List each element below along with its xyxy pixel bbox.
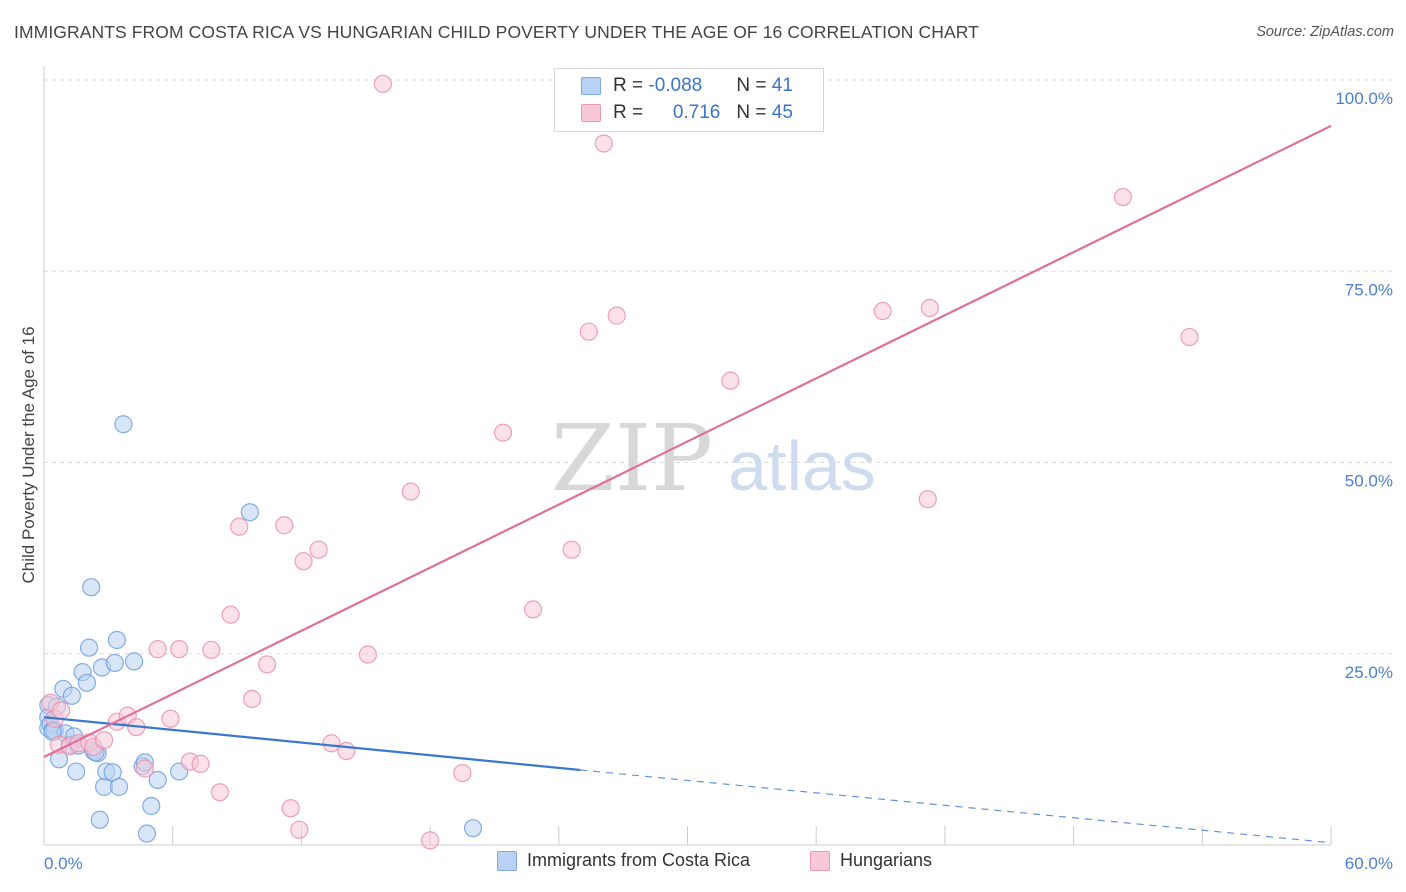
hungarians-point	[401, 482, 420, 501]
n-label: N =	[736, 102, 772, 123]
hungarians-point	[579, 322, 598, 341]
y-tick-label: 100.0%	[1335, 89, 1393, 108]
hungarians-point	[135, 759, 154, 778]
legend-swatch-blue	[581, 77, 601, 95]
costa-rica-point	[77, 673, 97, 692]
costa-rica-point	[90, 810, 109, 829]
costa-rica-point	[148, 770, 167, 790]
hungarians-point	[309, 540, 328, 559]
hungarians-point	[607, 306, 626, 325]
hungarians-point	[493, 423, 513, 442]
legend-label-costa-rica: Immigrants from Costa Rica	[527, 850, 751, 870]
legend-row-hungarians: R = 0.716 N = 45	[581, 100, 793, 126]
series-costa-rica-points	[39, 415, 483, 843]
trend-line-costa-rica	[43, 716, 581, 772]
legend-item-costa-rica[interactable]: Immigrants from Costa Rica	[497, 850, 750, 871]
chart-title: IMMIGRANTS FROM COSTA RICA VS HUNGARIAN …	[14, 22, 979, 42]
watermark: ZIP atlas	[551, 405, 876, 512]
hungarians-point	[523, 600, 543, 619]
hungarians-point	[275, 516, 294, 535]
hungarians-point	[257, 655, 277, 674]
hungarians-point	[873, 301, 892, 321]
hungarians-point	[202, 640, 221, 660]
y-tick-label: 25.0%	[1345, 663, 1393, 682]
hungarians-point	[594, 134, 613, 153]
hungarians-point	[290, 820, 309, 839]
legend-item-hungarians[interactable]: Hungarians	[810, 850, 932, 871]
n-label: N =	[736, 75, 772, 96]
costa-rica-point	[82, 578, 101, 597]
grid	[44, 79, 1392, 655]
legend-swatch-pink	[581, 104, 601, 122]
hungarians-point	[161, 709, 180, 728]
hungarians-point	[210, 783, 229, 802]
source-label: Source: ZipAtlas.com	[1256, 24, 1394, 40]
trend-lines	[43, 124, 1332, 844]
stats-legend: R = -0.088 N = 41 R = 0.716 N = 45	[554, 68, 824, 132]
hungarians-point	[918, 490, 937, 509]
hungarians-point	[453, 763, 472, 783]
legend-swatch-blue	[497, 850, 517, 871]
r-label: R =	[613, 75, 649, 96]
hungarians-point	[281, 799, 300, 818]
costa-rica-point	[79, 638, 99, 657]
n-value: 45	[771, 102, 793, 123]
series-legend: Immigrants from Costa Rica Hungarians	[0, 850, 1406, 878]
hungarians-point	[294, 552, 313, 571]
hungarians-point	[52, 701, 71, 720]
x-tick-label: 60.0%	[1345, 854, 1393, 873]
costa-rica-point	[463, 819, 483, 838]
n-value: 41	[771, 75, 793, 96]
hungarians-point	[322, 734, 341, 753]
costa-rica-point	[142, 796, 161, 816]
trend-line-hungarians	[43, 124, 1332, 759]
hungarians-point	[94, 731, 114, 750]
trend-line-costa-rica-extension	[580, 769, 1332, 844]
hungarians-point	[721, 371, 740, 390]
costa-rica-point	[67, 762, 86, 781]
legend-label-hungarians: Hungarians	[840, 850, 933, 870]
y-tick-label: 75.0%	[1345, 280, 1393, 299]
hungarians-point	[191, 754, 210, 774]
hungarians-point	[337, 741, 356, 761]
costa-rica-point	[109, 777, 129, 796]
costa-rica-point	[124, 652, 144, 671]
r-value: 0.716	[672, 102, 721, 123]
costa-rica-point	[137, 824, 157, 843]
costa-rica-point	[240, 503, 260, 522]
y-axis-label: Child Poverty Under the Age of 16	[19, 326, 38, 583]
watermark-atlas: atlas	[728, 427, 876, 505]
hungarians-point	[920, 298, 939, 318]
costa-rica-point	[107, 630, 127, 650]
x-tick-label: 0.0%	[44, 854, 83, 873]
hungarians-point	[230, 517, 249, 536]
hungarians-point	[242, 689, 262, 708]
hungarians-point	[170, 640, 189, 659]
legend-swatch-pink	[810, 850, 830, 871]
hungarians-point	[1180, 327, 1199, 347]
hungarians-point	[373, 74, 393, 93]
r-label: R =	[613, 102, 649, 123]
costa-rica-point	[62, 686, 81, 705]
hungarians-point	[562, 540, 581, 559]
y-tick-label: 50.0%	[1345, 472, 1393, 491]
costa-rica-point	[114, 415, 133, 434]
legend-row-costa-rica: R = -0.088 N = 41	[581, 73, 793, 99]
hungarians-point	[1113, 187, 1133, 207]
costa-rica-point	[105, 653, 124, 673]
hungarians-point	[221, 605, 240, 624]
tick-labels: 25.0% 50.0% 75.0% 100.0% 0.0% 60.0%	[44, 89, 1393, 873]
hungarians-point	[358, 645, 377, 664]
r-value: -0.088	[648, 75, 703, 96]
hungarians-point	[421, 831, 440, 850]
hungarians-point	[148, 640, 167, 659]
